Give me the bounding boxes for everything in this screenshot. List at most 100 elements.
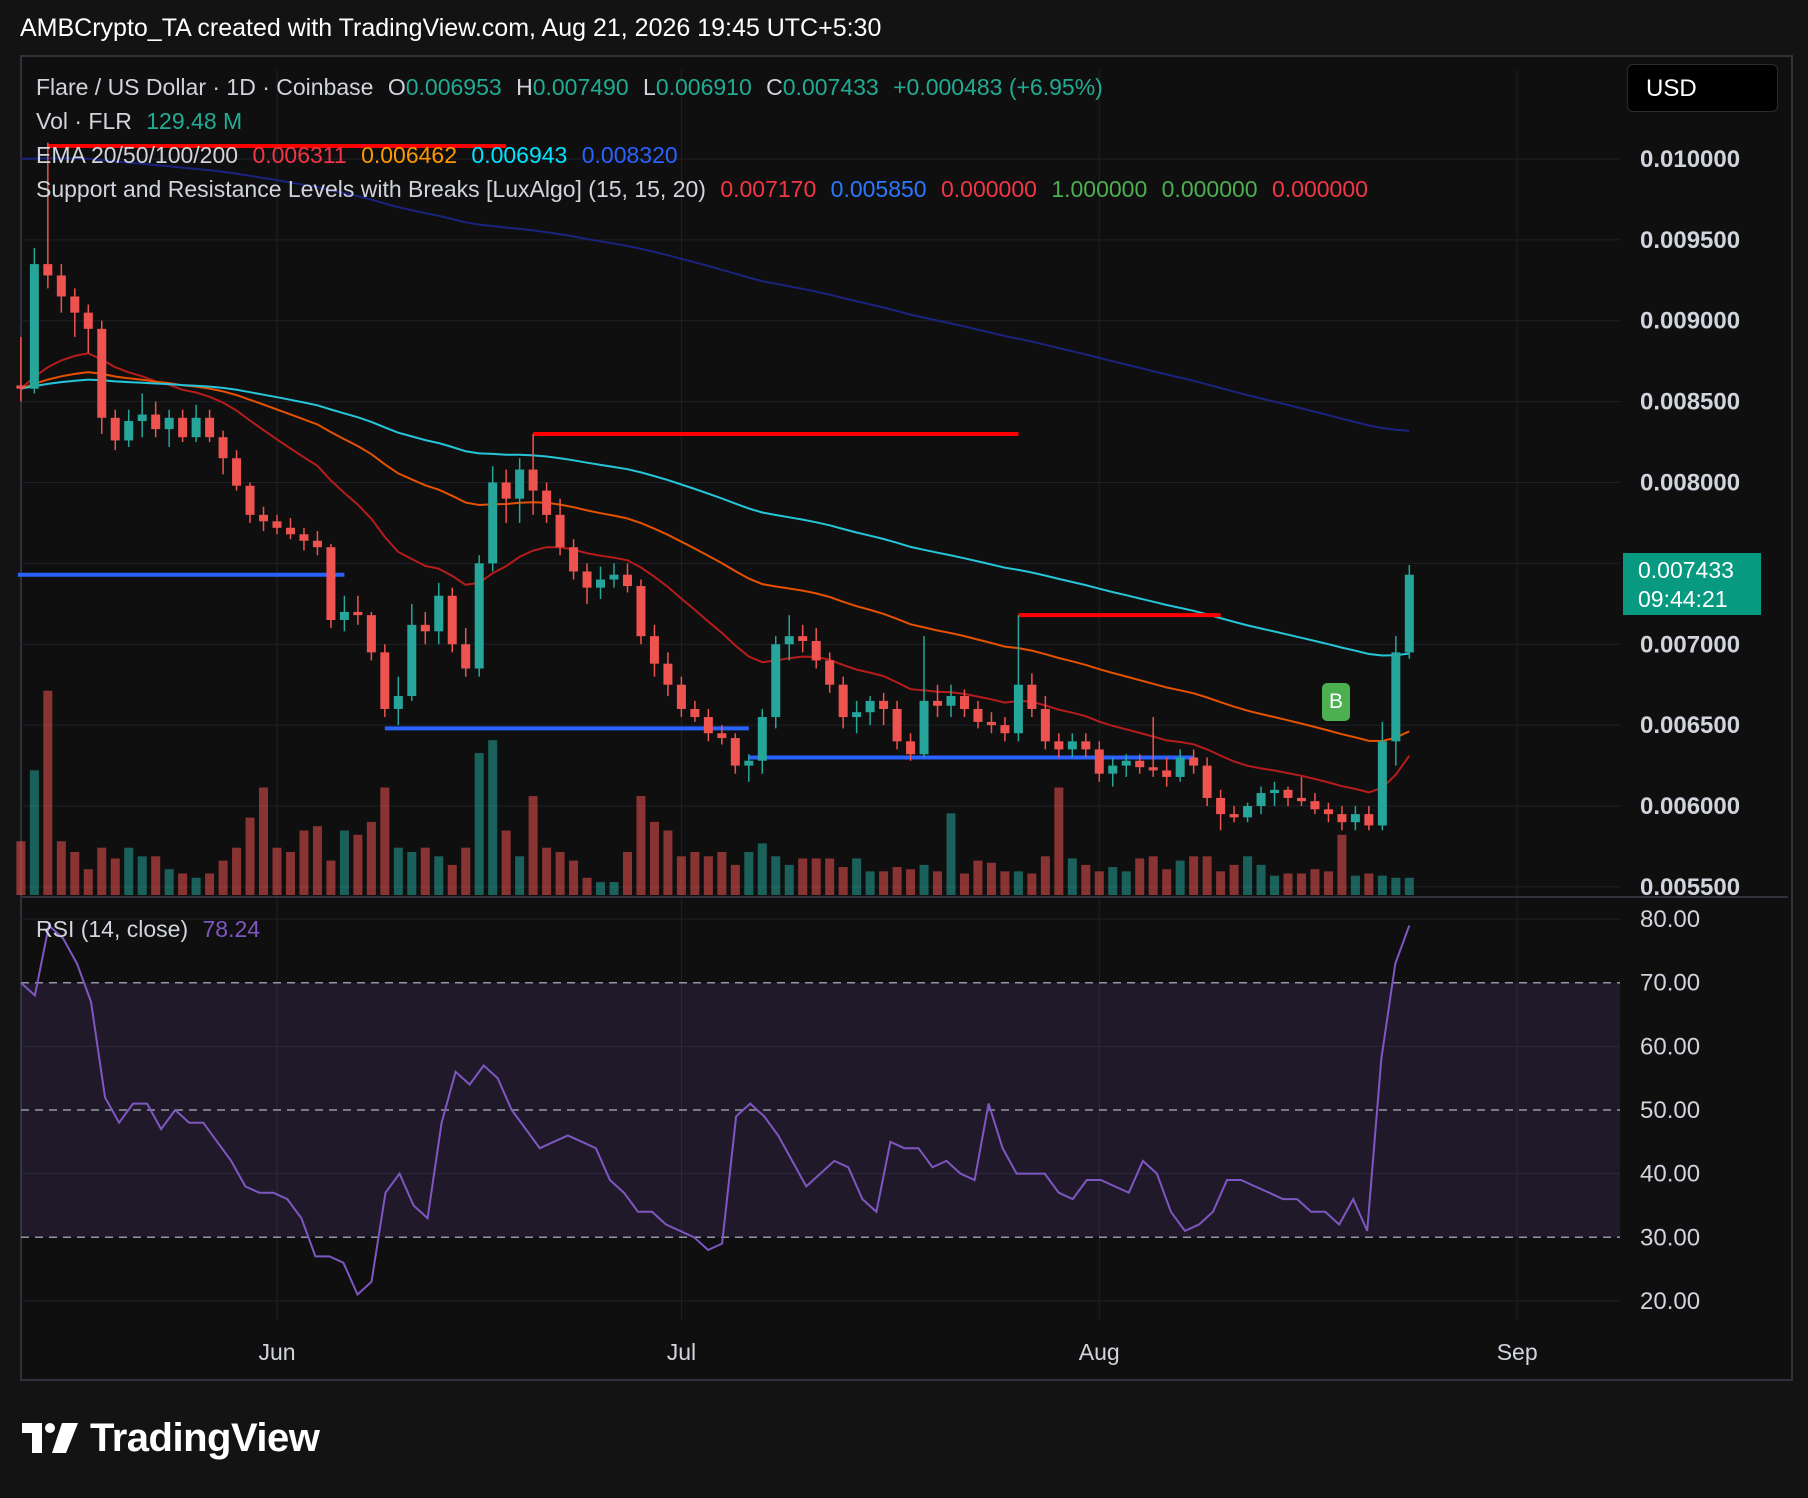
sr-label[interactable]: Support and Resistance Levels with Break… bbox=[36, 176, 706, 202]
volume-bar bbox=[164, 869, 174, 895]
candle-body bbox=[1121, 760, 1131, 766]
ema-line bbox=[20, 371, 1410, 743]
volume-bar bbox=[703, 856, 713, 895]
time-tick-label: Jul bbox=[667, 1339, 696, 1365]
candle-body bbox=[1350, 814, 1360, 823]
volume-bar bbox=[1108, 867, 1118, 895]
chart-frame[interactable] bbox=[20, 55, 1793, 1381]
volume-bar bbox=[1189, 856, 1199, 895]
volume-bar bbox=[339, 830, 349, 895]
sr-value-3: 0.000000 bbox=[940, 176, 1037, 202]
candle-body bbox=[730, 738, 740, 766]
ema-line bbox=[20, 378, 1410, 657]
symbol-row: Flare / US Dollar · 1D · Coinbase O0.006… bbox=[36, 70, 1368, 104]
volume-bar bbox=[744, 852, 754, 895]
candle-body bbox=[1377, 741, 1387, 826]
tradingview-logo[interactable]: TradingView bbox=[22, 1413, 320, 1463]
candle-body bbox=[622, 574, 632, 587]
candle-body bbox=[879, 700, 889, 709]
rsi-label[interactable]: RSI (14, close) bbox=[36, 916, 189, 942]
close-label: C bbox=[766, 74, 783, 100]
candle-body bbox=[205, 417, 215, 438]
volume-bar bbox=[312, 826, 322, 895]
volume-bar bbox=[353, 834, 363, 895]
price-tick-label: 0.008000 bbox=[1640, 470, 1740, 497]
candle-body bbox=[1108, 765, 1118, 774]
candle-body bbox=[757, 717, 767, 761]
volume-bar bbox=[596, 882, 606, 895]
change-value: +0.000483 (+6.95%) bbox=[893, 74, 1103, 100]
low-label: L bbox=[643, 74, 656, 100]
ema-lines bbox=[20, 157, 1411, 794]
volume-bar bbox=[205, 873, 215, 895]
candle-body bbox=[70, 296, 80, 313]
candle-body bbox=[771, 644, 781, 718]
candle-body bbox=[299, 534, 309, 541]
price-axis: 0.010000 0.009500 0.009000 0.008500 0.008000… bbox=[1640, 146, 1740, 901]
candle-body bbox=[959, 696, 969, 709]
volume-bar bbox=[1229, 864, 1239, 895]
ema-line bbox=[20, 352, 1411, 794]
price-tick-label: 0.006500 bbox=[1640, 712, 1740, 739]
time-tick-label: Aug bbox=[1079, 1339, 1120, 1365]
candle-body bbox=[1337, 814, 1347, 823]
volume-bar bbox=[973, 860, 983, 895]
volume-bar bbox=[1094, 871, 1104, 895]
volume-bar bbox=[757, 843, 767, 895]
volume-bar bbox=[1162, 869, 1172, 895]
candle-body bbox=[1364, 814, 1374, 826]
volume-bar bbox=[1027, 873, 1037, 895]
candle-body bbox=[825, 660, 835, 685]
candle-body bbox=[1270, 789, 1280, 794]
volume-bar bbox=[1054, 787, 1064, 895]
candle-body bbox=[407, 624, 417, 697]
currency-button[interactable]: USD bbox=[1627, 64, 1778, 112]
candle-body bbox=[43, 264, 53, 276]
candle-body bbox=[1013, 684, 1023, 734]
candle-body bbox=[1404, 574, 1414, 653]
symbol-name[interactable]: Flare / US Dollar · 1D · Coinbase bbox=[36, 74, 374, 100]
volume-bar bbox=[1283, 873, 1293, 895]
candle-body bbox=[973, 708, 983, 722]
candle-body bbox=[1094, 749, 1104, 774]
volume-bar bbox=[865, 871, 875, 895]
volume-bar bbox=[838, 867, 848, 895]
volume-bar bbox=[663, 830, 673, 895]
candle-body bbox=[110, 417, 120, 441]
volume-bar bbox=[137, 856, 147, 895]
volume-label[interactable]: Vol · FLR bbox=[36, 108, 132, 134]
volume-bar bbox=[555, 852, 565, 895]
volume-bar bbox=[676, 856, 686, 895]
volume-bar bbox=[218, 860, 228, 895]
volume-bar bbox=[191, 877, 201, 895]
candle-body bbox=[1296, 797, 1306, 802]
last-price-value: 0.007433 bbox=[1638, 557, 1734, 583]
breakout-badge: B bbox=[1322, 683, 1350, 721]
candle-body bbox=[1256, 793, 1266, 807]
volume-bar bbox=[1256, 864, 1266, 895]
ema-label[interactable]: EMA 20/50/100/200 bbox=[36, 142, 239, 168]
volume-bar bbox=[879, 871, 889, 895]
candle-body bbox=[178, 417, 188, 438]
candle-body bbox=[582, 571, 592, 588]
volume-bar bbox=[1013, 871, 1023, 895]
candle-body bbox=[353, 611, 363, 616]
volume-bar bbox=[232, 847, 242, 895]
candle-body bbox=[569, 547, 579, 572]
rsi-tick-label: 20.00 bbox=[1640, 1288, 1700, 1315]
volume-bar bbox=[1067, 858, 1077, 895]
volume-bar bbox=[272, 847, 282, 895]
volume-bar bbox=[1000, 871, 1010, 895]
volume-bar bbox=[1175, 860, 1185, 895]
volume-bar bbox=[1243, 856, 1253, 895]
volume-bar bbox=[933, 871, 943, 895]
candle-body bbox=[218, 437, 228, 459]
candle-body bbox=[892, 708, 902, 742]
volume-bar bbox=[959, 873, 969, 895]
volume-bar bbox=[892, 867, 902, 895]
tradingview-wordmark: TradingView bbox=[90, 1415, 320, 1460]
price-tick-label: 0.006000 bbox=[1640, 793, 1740, 820]
candle-body bbox=[1391, 652, 1401, 742]
volume-bar bbox=[285, 852, 295, 895]
